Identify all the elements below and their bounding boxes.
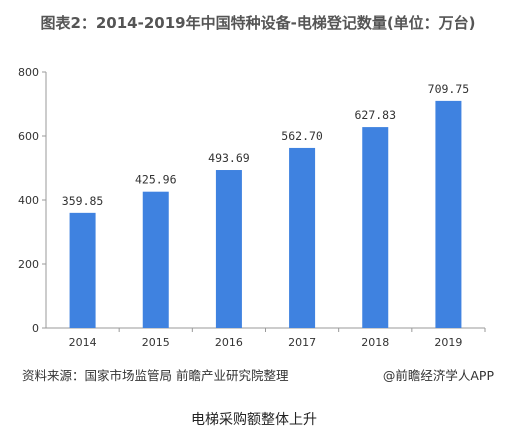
y-tick-label: 600 xyxy=(18,130,39,143)
data-label: 709.75 xyxy=(428,82,470,96)
y-tick-label: 800 xyxy=(18,66,39,79)
data-label: 493.69 xyxy=(208,151,250,165)
x-tick-label: 2018 xyxy=(361,336,389,349)
x-tick-label: 2016 xyxy=(215,336,243,349)
source-note: 资料来源：国家市场监管局 前瞻产业研究院整理 xyxy=(22,368,289,383)
bars xyxy=(69,100,462,329)
bar-2018 xyxy=(362,127,389,329)
data-label: 359.85 xyxy=(62,194,104,208)
bar-2015 xyxy=(142,191,169,328)
bar-2014 xyxy=(69,212,96,328)
chart-title: 图表2：2014-2019年中国特种设备-电梯登记数量(单位：万台) xyxy=(40,14,476,32)
x-axis: 2014 2015 2016 2017 2018 2019 xyxy=(46,327,486,349)
bar-2016 xyxy=(215,170,242,328)
y-tick-label: 200 xyxy=(18,258,39,271)
x-tick-label: 2019 xyxy=(434,336,462,349)
bar-chart: 0 200 400 600 800 2014 2015 2016 2017 2018 2019 3… xyxy=(18,66,486,349)
data-label: 425.96 xyxy=(135,173,177,187)
data-labels: 359.85 425.96 493.69 562.70 627.83 709.75 xyxy=(62,82,469,208)
x-tick-label: 2015 xyxy=(142,336,170,349)
x-tick-label: 2017 xyxy=(288,336,316,349)
bar-2019 xyxy=(435,100,462,328)
data-label: 627.83 xyxy=(354,108,396,122)
x-tick-label: 2014 xyxy=(69,336,97,349)
y-tick-label: 0 xyxy=(32,322,39,335)
caption: 电梯采购额整体上升 xyxy=(191,412,317,428)
y-axis: 0 200 400 600 800 xyxy=(18,66,47,335)
y-tick-label: 400 xyxy=(18,194,39,207)
data-label: 562.70 xyxy=(281,129,323,143)
app-credit: @前瞻经济学人APP xyxy=(382,368,494,383)
bar-2017 xyxy=(289,147,316,328)
